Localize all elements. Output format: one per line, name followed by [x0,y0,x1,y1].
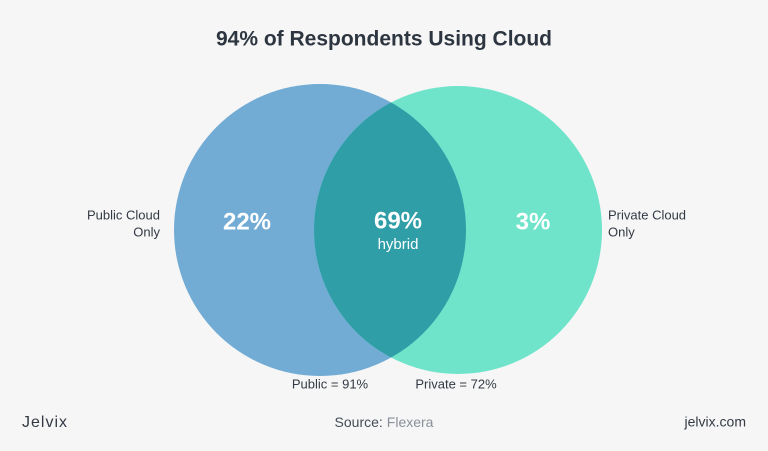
overlap-label: hybrid [378,236,419,253]
private-label: Private Cloud [608,207,686,222]
public-total: Public = 91% [292,376,369,391]
right-only-value: 3% [516,208,551,235]
site: jelvix.com [684,414,746,430]
private-total: Private = 72% [415,376,497,391]
brand: Jelvix [22,414,68,431]
private-label: Only [608,224,635,239]
title: 94% of Respondents Using Cloud [216,28,552,51]
source-name: Flexera [387,414,434,430]
source: Source: Flexera [335,414,434,430]
overlap-region [314,86,466,374]
source-prefix: Source: [335,414,383,430]
overlap-value: 69% [374,207,422,234]
public-label: Public Cloud [87,207,160,222]
left-only-value: 22% [223,208,271,235]
public-label: Only [133,224,160,239]
